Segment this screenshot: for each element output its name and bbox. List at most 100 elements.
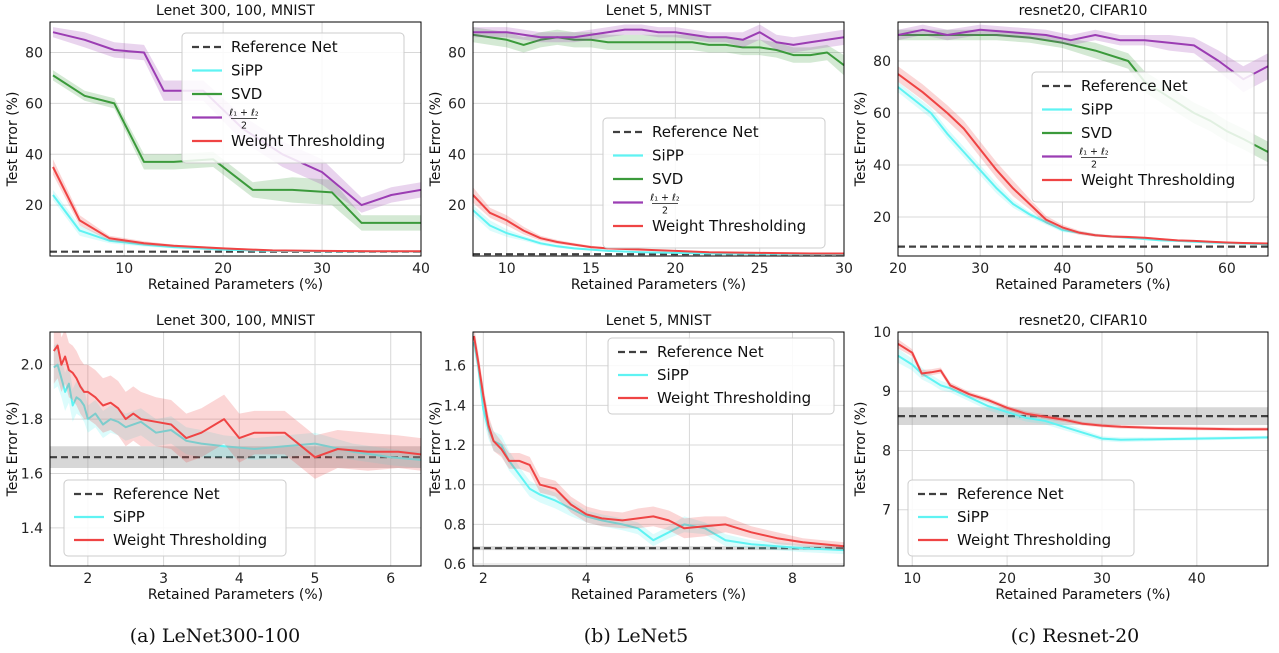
series-band	[474, 332, 844, 555]
plot-frame	[472, 21, 845, 257]
x-tick-label: 25	[751, 261, 769, 277]
x-tick-label: 4	[235, 571, 244, 587]
series-band	[898, 407, 1268, 425]
x-tick-label: 3	[159, 571, 168, 587]
caption-a: (a) LeNet300-100	[130, 625, 301, 647]
legend-label: Weight Thresholding	[957, 531, 1111, 549]
series-line	[473, 335, 844, 548]
x-tick-label: 40	[1188, 571, 1206, 587]
series-band	[53, 342, 421, 468]
x-tick-label: 6	[386, 571, 395, 587]
y-tick-label: 0.6	[444, 557, 466, 573]
series-line	[473, 28, 844, 46]
legend-label: SVD	[652, 170, 683, 188]
series-line	[473, 33, 844, 66]
y-tick-label: 20	[873, 210, 891, 226]
x-tick-label: 40	[1054, 261, 1072, 277]
series-line	[473, 194, 844, 255]
y-tick-label: 60	[873, 106, 891, 122]
x-tick-label: 4	[582, 571, 591, 587]
legend-label: Reference Net	[113, 485, 220, 503]
legend-label: SiPP	[652, 147, 684, 165]
x-tick-label: 2	[83, 571, 92, 587]
y-tick-label: 0.8	[444, 517, 466, 533]
series-layer	[473, 24, 844, 256]
plot-frame	[49, 331, 422, 567]
series-band	[53, 70, 421, 231]
y-tick-label: 8	[882, 443, 891, 459]
y-axis-label: Test Error (%)	[428, 402, 444, 498]
y-tick-label: 1.8	[21, 412, 43, 428]
y-tick-label: 20	[25, 198, 43, 214]
y-axis-label: Test Error (%)	[5, 92, 21, 188]
x-tick-label: 30	[313, 261, 331, 277]
y-tick-label: 9	[882, 384, 891, 400]
captions: (a) LeNet300-100 (b) LeNet5 (c) Resnet-2…	[130, 625, 1140, 647]
chart-lenet5_bottom: 2 4 6 8 0.6 0.8 1.0 1.2 1.4 1.6 Lenet 5, MNIST Reta…	[428, 313, 845, 603]
series-line	[898, 354, 1268, 441]
series-band	[474, 332, 844, 551]
series-line	[898, 28, 1268, 81]
y-tick-label: 80	[873, 54, 891, 70]
x-axis-label: Retained Parameters (%)	[571, 277, 746, 293]
series-line	[52, 344, 421, 459]
chart-resnet20_bottom: 10 20 30 40 7 8 9 10 resnet20, CIFAR10 Retained P…	[853, 313, 1269, 603]
series-layer	[50, 332, 421, 479]
chart-title: Lenet 300, 100, MNIST	[156, 3, 315, 19]
y-tick-label: 80	[25, 46, 43, 62]
x-tick-label: 10	[115, 261, 133, 277]
y-tick-label: 10	[873, 325, 891, 341]
chart-resnet20_top: 20 30 40 50 60 20 40 60 80 resnet20, CIFAR10 Retai…	[853, 3, 1269, 293]
series-band	[473, 24, 844, 53]
legend-label: Weight Thresholding	[657, 389, 811, 407]
y-axis-label: Test Error (%)	[853, 92, 869, 188]
legend-label: Reference Net	[657, 343, 764, 361]
legend-label: SVD	[1081, 124, 1112, 142]
y-tick-label: 80	[448, 46, 466, 62]
chart-title: Lenet 5, MNIST	[606, 313, 712, 329]
legend: Reference Net SiPP Weight Thresholding	[907, 479, 1135, 557]
caption-b: (b) LeNet5	[584, 625, 688, 647]
legend-label-numerator: ℓ₁ + ℓ₂	[650, 193, 680, 204]
y-tick-label: 40	[25, 147, 43, 163]
chart-title: Lenet 5, MNIST	[606, 3, 712, 19]
plot-frame	[897, 331, 1269, 567]
x-tick-label: 2	[479, 571, 488, 587]
y-axis-label: Test Error (%)	[428, 92, 444, 188]
series-band	[53, 332, 421, 479]
x-tick-label: 20	[889, 261, 907, 277]
legend-box	[181, 32, 405, 164]
x-tick-label: 20	[666, 261, 684, 277]
x-tick-label: 50	[1136, 261, 1154, 277]
x-tick-label: 8	[788, 571, 797, 587]
y-tick-label: 7	[882, 503, 891, 519]
legend-label-denominator: 2	[241, 121, 247, 132]
y-tick-label: 40	[448, 147, 466, 163]
y-tick-label: 60	[448, 96, 466, 112]
series-line	[52, 166, 421, 253]
plot-frame	[897, 21, 1269, 257]
chart-lenet5_top: 10 15 20 25 30 20 40 60 80 Lenet 5, MNIST Retained…	[428, 3, 853, 293]
y-tick-label: 20	[448, 198, 466, 214]
series-layer	[898, 24, 1268, 248]
x-tick-label: 10	[498, 261, 516, 277]
plot-frame	[49, 21, 422, 257]
series-layer	[473, 332, 844, 555]
x-axis-label: Retained Parameters (%)	[148, 277, 323, 293]
series-layer	[898, 339, 1268, 443]
legend-label: Weight Thresholding	[1081, 171, 1235, 189]
legend-box	[1031, 71, 1255, 203]
y-tick-label: 1.6	[444, 359, 466, 375]
x-tick-label: 40	[412, 261, 430, 277]
y-tick-label: 1.4	[21, 521, 43, 537]
y-axis-label: Test Error (%)	[5, 402, 21, 498]
x-tick-label: 5	[311, 571, 320, 587]
x-tick-label: 30	[1093, 571, 1111, 587]
chart-title: resnet20, CIFAR10	[1019, 313, 1148, 329]
chart-title: resnet20, CIFAR10	[1019, 3, 1148, 19]
legend-label: Weight Thresholding	[652, 217, 806, 235]
y-tick-label: 40	[873, 158, 891, 174]
